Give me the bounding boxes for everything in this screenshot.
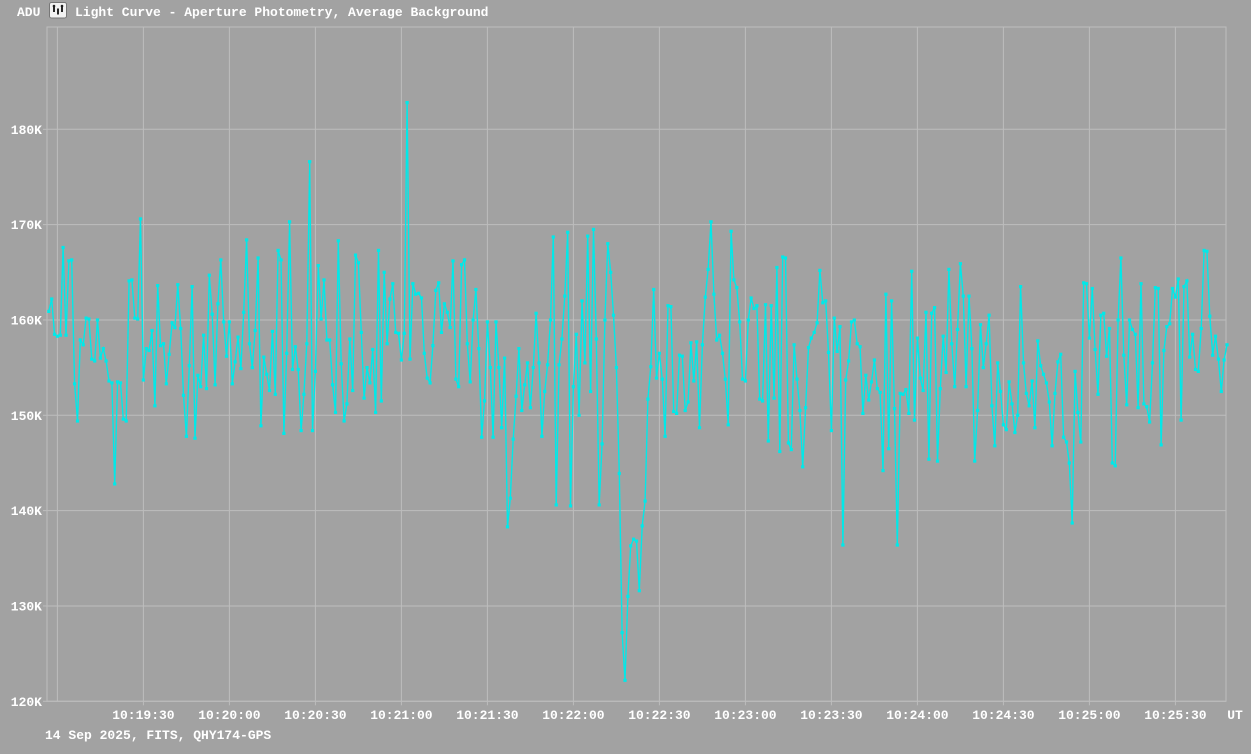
y-tick-label: 180K xyxy=(11,123,42,138)
x-tick-label: 10:20:30 xyxy=(284,708,347,723)
x-tick-label: 10:25:00 xyxy=(1058,708,1121,723)
x-axis-unit-label: UT xyxy=(1227,708,1243,723)
x-tick-label: 10:23:00 xyxy=(714,708,777,723)
app-icon xyxy=(49,2,67,24)
x-tick-label: 10:21:00 xyxy=(370,708,433,723)
y-tick-labels: 120K 130K 140K 150K 160K 170K 180K xyxy=(11,123,42,710)
axis-ticks xyxy=(43,128,1176,706)
x-tick-labels: 10:19:30 10:20:00 10:20:30 10:21:00 10:21:30… xyxy=(112,708,1207,723)
x-tick-label: 10:22:30 xyxy=(628,708,691,723)
y-tick-label: 140K xyxy=(11,504,42,519)
y-tick-label: 170K xyxy=(11,218,42,233)
x-tick-label: 10:21:30 xyxy=(456,708,519,723)
x-tick-label: 10:24:30 xyxy=(972,708,1035,723)
x-tick-label: 10:22:00 xyxy=(542,708,605,723)
x-tick-label: 10:23:30 xyxy=(800,708,863,723)
observation-info: 14 Sep 2025, FITS, QHY174-GPS xyxy=(45,728,272,743)
data-point-markers xyxy=(47,101,1229,682)
y-axis-unit-label: ADU xyxy=(17,5,41,20)
y-tick-label: 130K xyxy=(11,599,42,614)
x-tick-label: 10:19:30 xyxy=(112,708,175,723)
grid-lines xyxy=(46,26,1227,702)
y-tick-label: 120K xyxy=(11,695,42,710)
x-tick-label: 10:24:00 xyxy=(886,708,949,723)
chart-title: Light Curve - Aperture Photometry, Avera… xyxy=(75,5,489,20)
x-tick-label: 10:25:30 xyxy=(1144,708,1207,723)
x-tick-label: 10:20:00 xyxy=(198,708,261,723)
y-tick-label: 160K xyxy=(11,313,42,328)
light-curve-series xyxy=(48,102,1228,681)
y-tick-label: 150K xyxy=(11,409,42,424)
